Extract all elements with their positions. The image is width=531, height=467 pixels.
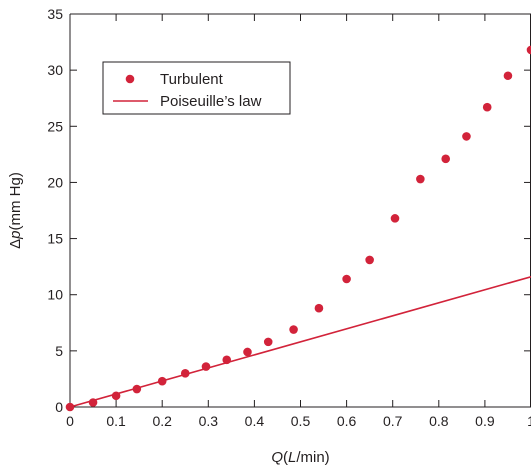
x-tick-label: 1: [527, 413, 531, 429]
x-axis-label: Q(L/min): [271, 449, 329, 466]
turbulent-point: [462, 132, 471, 141]
turbulent-point: [132, 384, 142, 394]
x-tick-label: 0.4: [245, 413, 265, 429]
x-tick-label: 0.6: [337, 413, 357, 429]
legend-marker-turbulent: [125, 74, 135, 84]
turbulent-point: [157, 376, 167, 386]
turbulent-point: [263, 337, 273, 347]
y-tick-label: 10: [47, 287, 63, 303]
y-tick-label: 25: [47, 118, 63, 134]
y-tick-label: 15: [47, 231, 63, 247]
x-tick-label: 0.8: [429, 413, 449, 429]
y-tick-label: 30: [47, 62, 63, 78]
turbulent-point: [65, 402, 75, 412]
y-axis-label: Δp(mm Hg): [7, 172, 24, 249]
turbulent-point: [526, 45, 531, 55]
turbulent-point: [314, 303, 324, 313]
series-line-layer: [69, 275, 531, 408]
legend: Turbulent Poiseuille’s law: [102, 61, 291, 115]
y-axis: 0 5 10 15 20 25 30 35: [47, 6, 531, 415]
turbulent-point: [342, 274, 351, 284]
turbulent-point: [482, 102, 492, 112]
turbulent-point: [243, 347, 252, 357]
turbulent-point: [222, 355, 232, 365]
y-tick-label: 35: [47, 6, 63, 22]
turbulent-point: [365, 255, 374, 265]
y-tick-label: 0: [55, 399, 63, 415]
x-tick-label: 0.1: [106, 413, 126, 429]
legend-label-poiseuille: Poiseuille’s law: [160, 93, 262, 110]
x-tick-label: 0.5: [291, 413, 311, 429]
turbulent-point: [88, 398, 98, 407]
y-tick-label: 20: [47, 174, 63, 190]
legend-box: [102, 61, 291, 115]
turbulent-point: [111, 391, 121, 401]
turbulent-point: [503, 71, 513, 81]
x-tick-label: 0.7: [383, 413, 403, 429]
legend-label-turbulent: Turbulent: [160, 71, 224, 88]
turbulent-point: [441, 154, 451, 164]
series-scatter-layer: [65, 45, 531, 412]
x-axis: 0 0.1 0.2 0.3 0.4 0.5 0.6 0.7 0.8 0.9 1: [66, 14, 531, 429]
poiseuille-line: [69, 275, 531, 408]
x-tick-label: 0: [66, 413, 74, 429]
x-tick-label: 0.2: [152, 413, 172, 429]
y-tick-label: 5: [55, 343, 63, 359]
turbulent-point: [416, 174, 425, 184]
turbulent-point: [180, 369, 190, 378]
x-tick-label: 0.9: [475, 413, 495, 429]
x-tick-label: 0.3: [199, 413, 219, 429]
turbulent-point: [201, 362, 211, 371]
turbulent-point: [390, 214, 400, 223]
turbulent-point: [289, 325, 298, 334]
